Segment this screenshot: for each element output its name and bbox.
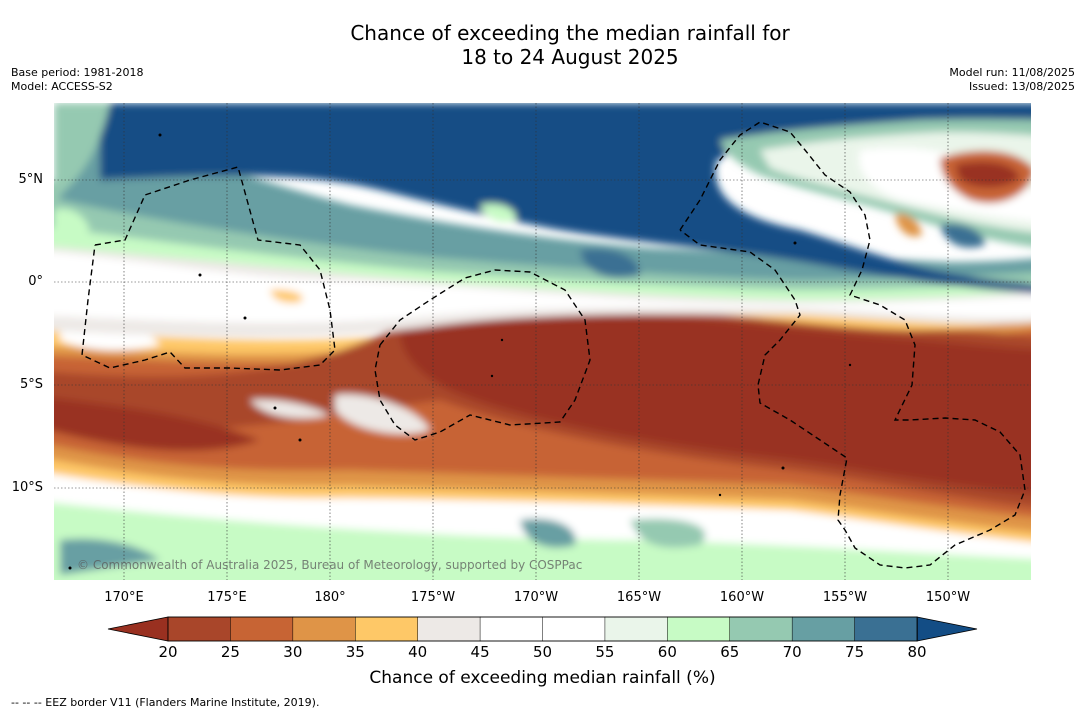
colorbar-tick-label: 25 — [220, 643, 240, 661]
colorbar-high-extension — [916, 616, 978, 642]
colorbar-swatch — [542, 616, 606, 642]
colorbar-swatch — [729, 616, 793, 642]
base-period-text: Base period: 1981-2018 — [11, 66, 144, 79]
rainfall-field — [54, 103, 1031, 580]
colorbar-swatch — [667, 616, 731, 642]
model-run-text: Model run: 11/08/2025 — [949, 66, 1075, 79]
eez-footnote: -- -- -- EEZ border V11 (Flanders Marine… — [11, 696, 320, 709]
colorbar-swatch — [292, 616, 357, 642]
lon-label-160w: 160°W — [719, 590, 765, 605]
islands — [68, 133, 852, 570]
issued-text: Issued: 13/08/2025 — [968, 80, 1075, 93]
colorbar-tick-label: 70 — [782, 643, 802, 661]
colorbar-swatch — [791, 616, 856, 642]
lon-label-165w: 165°W — [616, 590, 662, 605]
colorbar-swatch — [355, 616, 419, 642]
colorbar-tick-label: 20 — [158, 643, 178, 661]
colorbar-tick-label: 65 — [720, 643, 740, 661]
colorbar-frame — [167, 616, 918, 642]
run-info: Model run: 11/08/2025 Issued: 13/08/2025 — [949, 66, 1075, 94]
colorbar-swatches — [167, 616, 918, 642]
lon-label-175e: 175°E — [207, 590, 247, 605]
colorbar-tick-label: 30 — [283, 643, 303, 661]
map-area — [54, 103, 1031, 580]
colorbar-swatch — [167, 616, 232, 642]
lon-label-175w: 175°W — [410, 590, 456, 605]
colorbar-swatch — [854, 616, 918, 642]
lon-label-180: 180° — [314, 590, 346, 605]
colorbar-tick-label: 80 — [907, 643, 927, 661]
colorbar-tick-label: 35 — [345, 643, 365, 661]
lon-label-170e: 170°E — [104, 590, 144, 605]
colorbar-tick-label: 75 — [845, 643, 865, 661]
colorbar-tick-label: 50 — [532, 643, 553, 661]
colorbar-tick-label: 40 — [408, 643, 428, 661]
lat-label-5n: 5°N — [18, 172, 44, 187]
colorbar-title: Chance of exceeding median rainfall (%) — [369, 668, 716, 688]
base-info: Base period: 1981-2018 Model: ACCESS-S2 — [11, 66, 143, 94]
eez-borders — [81, 121, 1026, 569]
colorbar-tick-label: 55 — [595, 643, 615, 661]
lat-label-10s: 10°S — [11, 480, 43, 495]
colorbar-swatch — [604, 616, 669, 642]
graticule — [54, 103, 1031, 580]
lon-label-170w: 170°W — [513, 590, 559, 605]
colorbar — [107, 616, 978, 642]
title-line-1: Chance of exceeding the median rainfall … — [350, 21, 790, 45]
attribution-text: © Commonwealth of Australia 2025, Bureau… — [77, 558, 583, 572]
colorbar-low-extension — [107, 616, 169, 642]
colorbar-swatch — [479, 616, 544, 642]
map-title: Chance of exceeding the median rainfall … — [0, 21, 1085, 69]
lon-label-150w: 150°W — [925, 590, 971, 605]
colorbar-tick-label: 60 — [657, 643, 677, 661]
colorbar-swatch — [417, 616, 481, 642]
title-line-2: 18 to 24 August 2025 — [461, 45, 679, 69]
colorbar-tick-label: 45 — [470, 643, 490, 661]
colorbar-swatch — [230, 616, 294, 642]
model-text: Model: ACCESS-S2 — [11, 80, 113, 93]
lat-label-5s: 5°S — [19, 377, 43, 392]
lon-label-155w: 155°W — [822, 590, 868, 605]
lat-label-0: 0° — [28, 274, 43, 289]
